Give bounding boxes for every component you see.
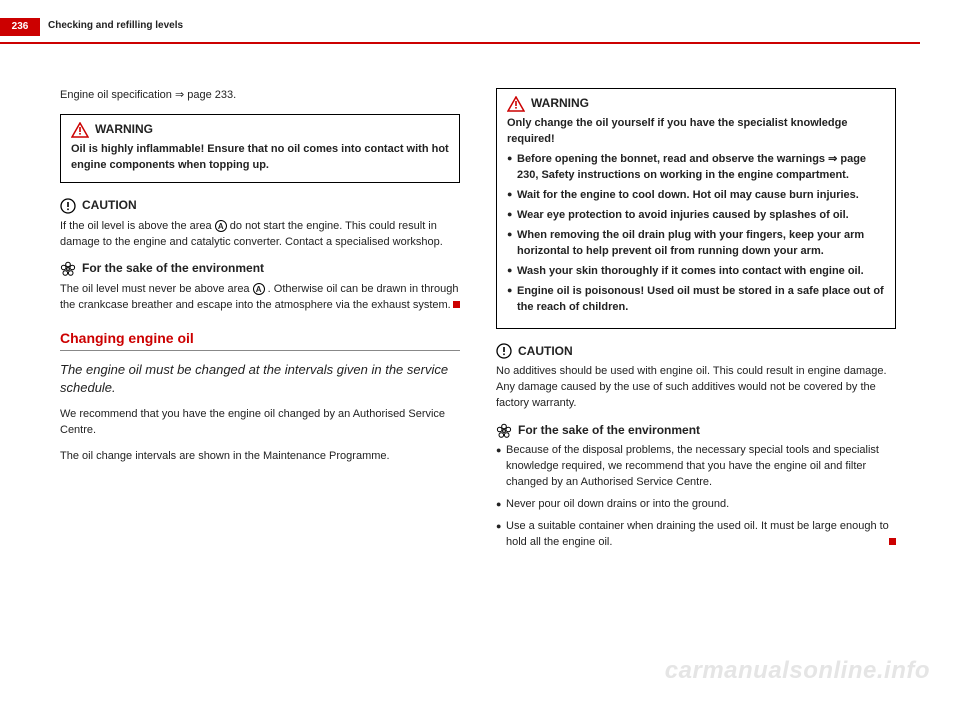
caution-title: CAUTION bbox=[82, 197, 137, 214]
intro-text: Engine oil specification ⇒ page 233. bbox=[60, 88, 460, 104]
warning-item: Engine oil is poisonous! Used oil must b… bbox=[507, 284, 885, 316]
right-column: WARNING Only change the oil yourself if … bbox=[496, 88, 896, 567]
warning-title: WARNING bbox=[531, 95, 589, 112]
flower-icon bbox=[60, 261, 76, 277]
page: 236 Checking and refilling levels Engine… bbox=[0, 0, 960, 701]
chapter-title: Checking and refilling levels bbox=[48, 20, 183, 31]
changing-oil-p2: The oil change intervals are shown in th… bbox=[60, 449, 460, 465]
changing-oil-heading: Changing engine oil bbox=[60, 328, 460, 348]
warning-icon bbox=[507, 96, 525, 112]
warning-body: Oil is highly inflammable! Ensure that n… bbox=[71, 142, 449, 174]
warning-list: Before opening the bonnet, read and obse… bbox=[507, 152, 885, 315]
changing-oil-p1: We recommend that you have the engine oi… bbox=[60, 407, 460, 439]
watermark-text: carmanualsonline.info bbox=[665, 657, 930, 685]
warning-item: Wash your skin thoroughly if it comes in… bbox=[507, 264, 885, 280]
environment-title: For the sake of the environment bbox=[518, 422, 700, 439]
environment-item: Use a suitable container when draining t… bbox=[496, 519, 896, 551]
environment-item: Never pour oil down drains or into the g… bbox=[496, 497, 896, 513]
caution-heading: CAUTION bbox=[60, 197, 460, 214]
environment-heading: For the sake of the environment bbox=[60, 260, 460, 277]
warning-item: Wear eye protection to avoid injuries ca… bbox=[507, 208, 885, 224]
env-body-pre: The oil level must never be above area bbox=[60, 283, 253, 295]
left-column: Engine oil specification ⇒ page 233. WAR… bbox=[60, 88, 460, 567]
page-number-badge: 236 bbox=[0, 18, 40, 36]
section-end-mark-icon bbox=[889, 538, 896, 545]
marker-a-icon: A bbox=[215, 220, 227, 232]
warning-item: Before opening the bonnet, read and obse… bbox=[507, 152, 885, 184]
warning-item: Wait for the engine to cool down. Hot oi… bbox=[507, 188, 885, 204]
caution-icon bbox=[60, 198, 76, 214]
section-end-mark-icon bbox=[453, 301, 460, 308]
environment-heading: For the sake of the environment bbox=[496, 422, 896, 439]
warning-box: WARNING Only change the oil yourself if … bbox=[496, 88, 896, 329]
environment-title: For the sake of the environment bbox=[82, 260, 264, 277]
warning-heading: WARNING bbox=[71, 121, 449, 138]
caution-body: No additives should be used with engine … bbox=[496, 364, 896, 412]
header-rule bbox=[0, 42, 920, 44]
warning-box: WARNING Oil is highly inflammable! Ensur… bbox=[60, 114, 460, 183]
warning-lead: Only change the oil yourself if you have… bbox=[507, 116, 885, 148]
warning-body: Only change the oil yourself if you have… bbox=[507, 116, 885, 315]
flower-icon bbox=[496, 423, 512, 439]
warning-item: When removing the oil drain plug with yo… bbox=[507, 228, 885, 260]
warning-title: WARNING bbox=[95, 121, 153, 138]
caution-title: CAUTION bbox=[518, 343, 573, 360]
environment-body: The oil level must never be above area A… bbox=[60, 282, 460, 314]
caution-body: If the oil level is above the area A do … bbox=[60, 219, 460, 251]
heading-separator bbox=[60, 350, 460, 351]
warning-heading: WARNING bbox=[507, 95, 885, 112]
environment-list: Because of the disposal problems, the ne… bbox=[496, 443, 896, 551]
caution-icon bbox=[496, 343, 512, 359]
caution-heading: CAUTION bbox=[496, 343, 896, 360]
content-columns: Engine oil specification ⇒ page 233. WAR… bbox=[60, 20, 920, 567]
environment-body: Because of the disposal problems, the ne… bbox=[496, 443, 896, 551]
marker-a-icon: A bbox=[253, 283, 265, 295]
environment-item-text: Use a suitable container when draining t… bbox=[506, 520, 889, 548]
changing-oil-subtitle: The engine oil must be changed at the in… bbox=[60, 361, 460, 397]
warning-icon bbox=[71, 122, 89, 138]
caution-body-pre: If the oil level is above the area bbox=[60, 220, 215, 232]
environment-item: Because of the disposal problems, the ne… bbox=[496, 443, 896, 491]
